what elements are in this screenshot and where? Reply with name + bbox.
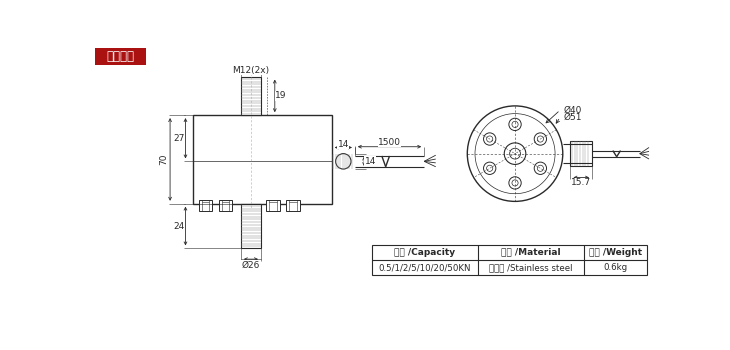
- Circle shape: [512, 180, 518, 186]
- Text: 14: 14: [364, 157, 376, 166]
- Bar: [266, 200, 280, 211]
- Circle shape: [467, 106, 563, 201]
- Text: 不銹鋼 /Stainless steel: 不銹鋼 /Stainless steel: [489, 263, 573, 272]
- Bar: [570, 141, 592, 166]
- Circle shape: [509, 177, 521, 189]
- Circle shape: [504, 143, 526, 164]
- Circle shape: [483, 133, 496, 145]
- Circle shape: [487, 136, 493, 142]
- Text: 外形尺寸: 外形尺寸: [107, 50, 135, 63]
- Circle shape: [534, 133, 547, 145]
- Bar: [96, 48, 146, 65]
- Text: M12(2x): M12(2x): [232, 66, 269, 75]
- Bar: [199, 200, 212, 211]
- Text: 0.6kg: 0.6kg: [604, 263, 628, 272]
- Text: 重量 /Weight: 重量 /Weight: [589, 248, 642, 257]
- Bar: [218, 200, 232, 211]
- Bar: [241, 204, 261, 248]
- Text: Ø51: Ø51: [564, 113, 582, 121]
- Text: 1500: 1500: [378, 138, 401, 147]
- Circle shape: [537, 136, 543, 142]
- Circle shape: [512, 121, 518, 127]
- Circle shape: [537, 165, 543, 172]
- Text: Ø40: Ø40: [564, 105, 582, 114]
- Text: 70: 70: [159, 154, 169, 165]
- Circle shape: [336, 154, 351, 169]
- Bar: [372, 245, 648, 275]
- Circle shape: [510, 148, 520, 159]
- Text: Ø26: Ø26: [242, 261, 260, 270]
- Text: 材料 /Material: 材料 /Material: [502, 248, 561, 257]
- Text: 27: 27: [174, 134, 185, 143]
- Text: 24: 24: [174, 222, 185, 231]
- Text: 量程 /Capacity: 量程 /Capacity: [394, 248, 456, 257]
- Bar: [286, 200, 300, 211]
- Bar: [241, 77, 261, 115]
- Text: 14: 14: [338, 140, 349, 149]
- Circle shape: [534, 162, 547, 174]
- Circle shape: [483, 162, 496, 174]
- Text: 0.5/1/2/5/10/20/50KN: 0.5/1/2/5/10/20/50KN: [379, 263, 471, 272]
- Circle shape: [475, 114, 555, 194]
- Bar: [193, 115, 331, 204]
- Circle shape: [509, 118, 521, 131]
- Text: 19: 19: [275, 91, 287, 100]
- Circle shape: [487, 165, 493, 172]
- Text: 15.7: 15.7: [571, 178, 591, 187]
